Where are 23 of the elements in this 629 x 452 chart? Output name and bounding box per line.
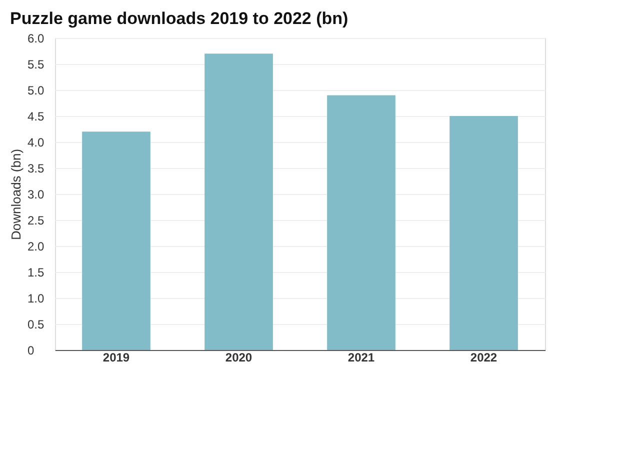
- bar: [82, 132, 150, 350]
- bar: [450, 116, 518, 350]
- y-tick-label: 1.0: [28, 292, 45, 306]
- y-tick-label: 5.5: [28, 58, 45, 72]
- y-tick-label: 1.5: [28, 266, 45, 280]
- bar: [327, 95, 396, 350]
- y-tick-label: 3.5: [28, 162, 45, 176]
- y-tick-label: 2.0: [28, 240, 45, 254]
- y-axis-title: Downloads (bn): [8, 148, 24, 240]
- bar: [204, 54, 273, 350]
- y-tick-label: 5.0: [28, 84, 45, 98]
- x-tick-label: 2020: [225, 350, 252, 364]
- x-tick-label: 2022: [470, 350, 498, 364]
- y-tick-label: 0.5: [28, 318, 45, 332]
- chart-title: Puzzle game downloads 2019 to 2022 (bn): [10, 9, 348, 28]
- y-tick-label: 2.5: [28, 214, 45, 228]
- x-tick-label: 2021: [348, 350, 375, 364]
- y-tick-label: 4.0: [28, 136, 45, 150]
- y-tick-label: 0: [28, 344, 34, 358]
- y-tick-label: 3.0: [28, 188, 45, 202]
- y-tick-label: 4.5: [28, 110, 45, 124]
- x-tick-label: 2019: [102, 350, 130, 364]
- y-tick-label: 6.0: [28, 32, 45, 46]
